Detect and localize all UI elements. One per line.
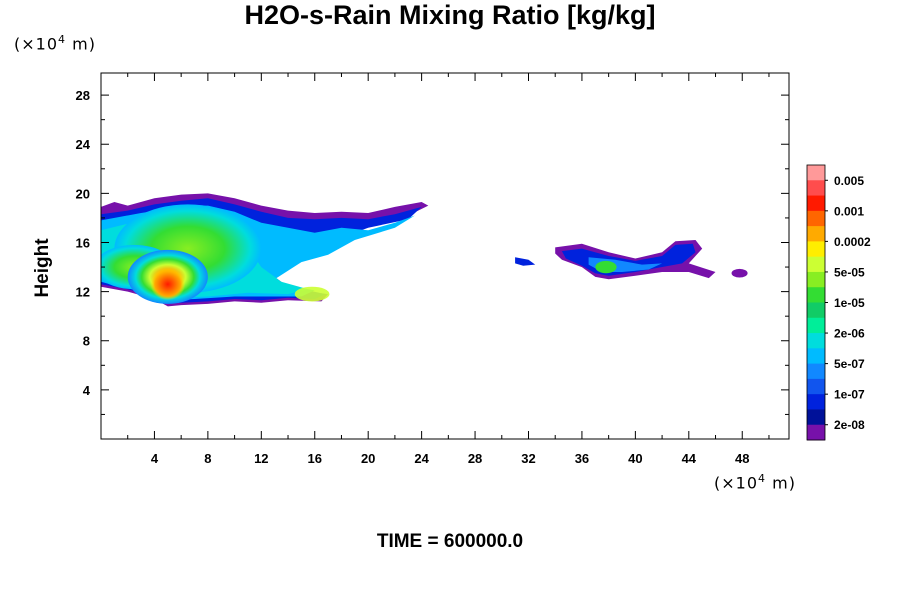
x-tick-label: 44 <box>682 451 697 466</box>
colorbar-swatch <box>807 271 825 288</box>
y-tick-label: 16 <box>76 235 90 250</box>
y-tick-label: 12 <box>76 285 90 300</box>
right-cloud-green <box>595 260 617 274</box>
y-tick-label: 28 <box>76 88 90 103</box>
colorbar-swatch <box>807 226 825 242</box>
colorbar-swatch <box>807 348 825 365</box>
colorbar-swatch <box>807 195 825 212</box>
colorbar-label: 0.0002 <box>834 235 871 249</box>
colorbar-label: 0.001 <box>834 204 864 218</box>
colorbar-swatch <box>807 302 825 319</box>
colorbar-label: 5e-07 <box>834 357 865 371</box>
x-tick-label: 8 <box>204 451 211 466</box>
right-cloud-east <box>731 268 748 278</box>
colorbar-swatch <box>807 180 825 197</box>
colorbar-label: 2e-06 <box>834 327 865 341</box>
x-tick-label: 40 <box>628 451 642 466</box>
colorbar-swatch <box>807 256 825 273</box>
y-tick-label: 20 <box>76 186 90 201</box>
x-tick-label: 24 <box>414 451 429 466</box>
colorbar-swatch <box>807 317 825 334</box>
colorbar-swatch <box>807 165 825 181</box>
right-cloud-patch <box>515 257 536 266</box>
x-tick-label: 4 <box>151 451 159 466</box>
colorbar-label: 2e-08 <box>834 418 865 432</box>
y-tick-label: 8 <box>83 334 90 349</box>
x-tick-label: 28 <box>468 451 482 466</box>
colorbar-swatch <box>807 210 825 227</box>
colorbar-swatch <box>807 333 825 349</box>
x-tick-label: 36 <box>575 451 589 466</box>
colorbar-swatch <box>807 287 825 303</box>
colorbar-swatch <box>807 378 825 395</box>
colorbar-label: 0.005 <box>834 174 864 188</box>
colorbar-swatch <box>807 424 825 441</box>
left-cloud-hot-core <box>150 268 186 301</box>
colorbar-swatch <box>807 394 825 410</box>
colorbar-swatch <box>807 363 825 380</box>
colorbar-swatch <box>807 409 825 426</box>
x-tick-label: 12 <box>254 451 268 466</box>
colorbar-label: 5e-05 <box>834 265 865 279</box>
y-tick-label: 4 <box>83 383 91 398</box>
colorbar-label: 1e-07 <box>834 388 865 402</box>
x-tick-label: 48 <box>735 451 749 466</box>
x-tick-label: 32 <box>521 451 535 466</box>
x-tick-label: 20 <box>361 451 375 466</box>
plot-frame <box>100 72 790 440</box>
colorbar-label: 1e-05 <box>834 296 865 310</box>
x-tick-label: 16 <box>308 451 322 466</box>
colorbar-swatch <box>807 241 825 258</box>
y-tick-label: 24 <box>76 137 91 152</box>
y-unit-label: (×104 m) <box>14 33 96 54</box>
chart-title: H2O-s-Rain Mixing Ratio [kg/kg] <box>244 0 656 30</box>
x-unit-label: (×104 m) <box>714 472 796 493</box>
time-label: TIME = 600000.0 <box>376 531 524 552</box>
left-cloud-tail-yellow <box>294 286 330 302</box>
